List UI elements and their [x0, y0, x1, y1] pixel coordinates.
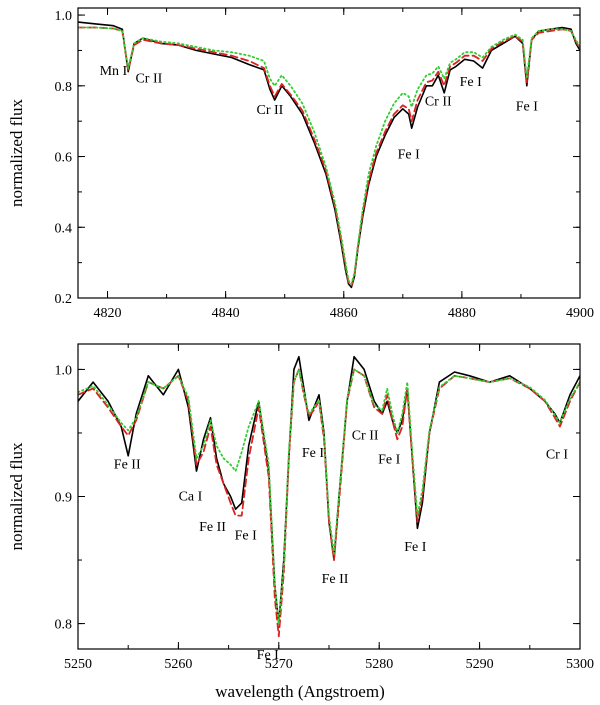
line-id-label: Fe II — [322, 572, 349, 587]
line-id-label: Cr II — [352, 428, 379, 443]
series-line-dotted — [78, 368, 580, 625]
y-tick-label: 0.8 — [55, 618, 73, 633]
y-tick-label: 0.8 — [55, 80, 73, 95]
x-tick-label: 5290 — [466, 657, 494, 672]
line-id-label: Fe I — [398, 147, 421, 162]
line-id-label: Fe II — [114, 458, 141, 473]
line-id-label: Fe II — [199, 520, 226, 535]
line-id-label: Ca I — [179, 489, 203, 504]
x-tick-label: 4820 — [94, 306, 122, 321]
series-line-dotted — [78, 26, 580, 285]
x-tick-label: 5250 — [64, 657, 92, 672]
series-group — [78, 355, 580, 638]
line-id-label: Fe I — [460, 75, 483, 90]
series-line-dashed — [78, 26, 580, 287]
y-tick-label: 1.0 — [55, 9, 73, 24]
y-tick-label: 0.4 — [55, 221, 73, 236]
plot-frame — [77, 343, 581, 650]
y-tick-label: 0.6 — [55, 151, 73, 166]
x-tick-label: 5260 — [164, 657, 192, 672]
line-id-label: Cr II — [135, 71, 162, 86]
line-id-label: Fe I — [302, 446, 325, 461]
x-tick-label: 4880 — [448, 306, 476, 321]
line-id-label: Fe I — [257, 648, 280, 663]
x-tick-label: 5300 — [566, 657, 594, 672]
line-id-label: Fe I — [378, 452, 401, 467]
upper-panel-hbeta: 4820 4840 4860 4880 4900 0.2 0.4 0.6 0.8 1.0 norma… — [7, 7, 594, 321]
series-line-dashed — [78, 368, 580, 638]
plot-frame — [77, 7, 581, 299]
line-id-label: Mn I — [100, 64, 128, 79]
x-tick-label: 4840 — [212, 306, 240, 321]
x-tick-label: 5280 — [365, 657, 393, 672]
line-id-label: Fe I — [516, 100, 539, 115]
x-axis-title: wavelength (Angstroem) — [215, 682, 384, 701]
lower-panel-5250-5300: 5250 5260 5270 5280 5290 5300 0.8 0.9 1.0 normali… — [7, 343, 594, 672]
y-tick-label: 1.0 — [55, 363, 73, 378]
line-id-label: Cr I — [546, 447, 569, 462]
line-id-label: Fe I — [404, 540, 427, 555]
line-id-label: Cr II — [425, 94, 452, 109]
series-line-solid — [78, 21, 580, 289]
y-tick-label: 0.2 — [55, 292, 73, 307]
series-group — [78, 21, 580, 289]
x-tick-label: 4900 — [566, 306, 594, 321]
y-axis-title: normalized flux — [7, 442, 26, 551]
y-axis-title: normalized flux — [7, 98, 26, 207]
x-tick-label: 4860 — [330, 306, 358, 321]
line-id-label: Cr II — [257, 103, 284, 118]
line-id-label: Fe I — [235, 529, 258, 544]
x-tick-label: 5270 — [265, 657, 293, 672]
y-tick-label: 0.9 — [55, 491, 73, 506]
